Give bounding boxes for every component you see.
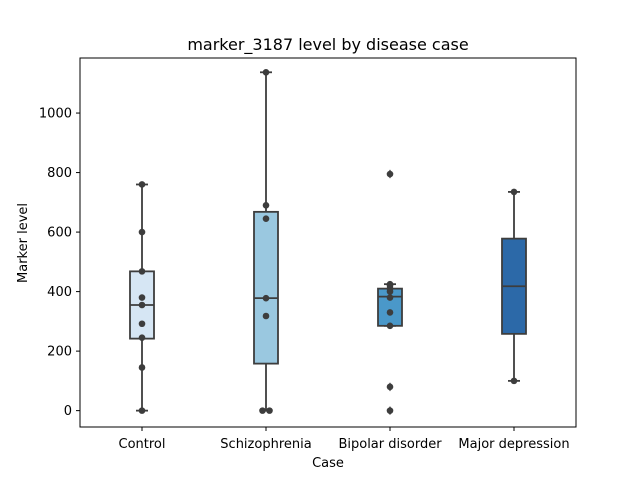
- data-point: [386, 170, 394, 178]
- y-tick-label: 800: [47, 166, 72, 181]
- data-point: [386, 309, 394, 316]
- x-tick-label: Schizophrenia: [220, 437, 311, 452]
- data-point: [138, 334, 146, 342]
- data-point: [386, 294, 394, 301]
- y-tick-label: 1000: [39, 107, 72, 122]
- data-point: [262, 294, 270, 302]
- y-tick-label: 200: [47, 345, 72, 360]
- data-point: [138, 407, 146, 414]
- chart-title: marker_3187 level by disease case: [187, 35, 468, 55]
- x-axis-label: Case: [312, 456, 344, 471]
- data-point: [510, 188, 518, 196]
- data-point: [510, 377, 518, 385]
- data-point: [259, 407, 266, 414]
- data-point: [386, 280, 394, 288]
- data-point: [262, 215, 270, 222]
- data-point: [138, 228, 146, 236]
- data-point: [138, 181, 146, 188]
- y-tick-label: 600: [47, 226, 72, 241]
- data-point: [386, 322, 394, 330]
- x-tick-label: Control: [119, 437, 166, 452]
- x-tick-label: Bipolar disorder: [338, 437, 442, 452]
- x-tick-label: Major depression: [458, 437, 569, 452]
- data-point: [386, 407, 394, 414]
- data-point: [138, 268, 146, 275]
- y-axis-label: Marker level: [16, 203, 31, 283]
- y-tick-label: 400: [47, 285, 72, 300]
- data-point: [138, 294, 146, 301]
- plot-area: 0 200 400 600 800 1000 Control Schizophrenia Bip…: [39, 68, 570, 452]
- box-schizophrenia: [253, 210, 279, 365]
- data-point: [386, 383, 394, 391]
- data-point: [262, 68, 270, 76]
- data-point: [262, 312, 270, 320]
- data-point: [138, 301, 146, 309]
- data-point: [138, 364, 146, 371]
- data-point: [266, 407, 273, 414]
- y-tick-label: 0: [64, 404, 72, 419]
- plot-frame: [79, 57, 577, 428]
- data-point: [262, 202, 270, 209]
- data-point: [138, 320, 146, 328]
